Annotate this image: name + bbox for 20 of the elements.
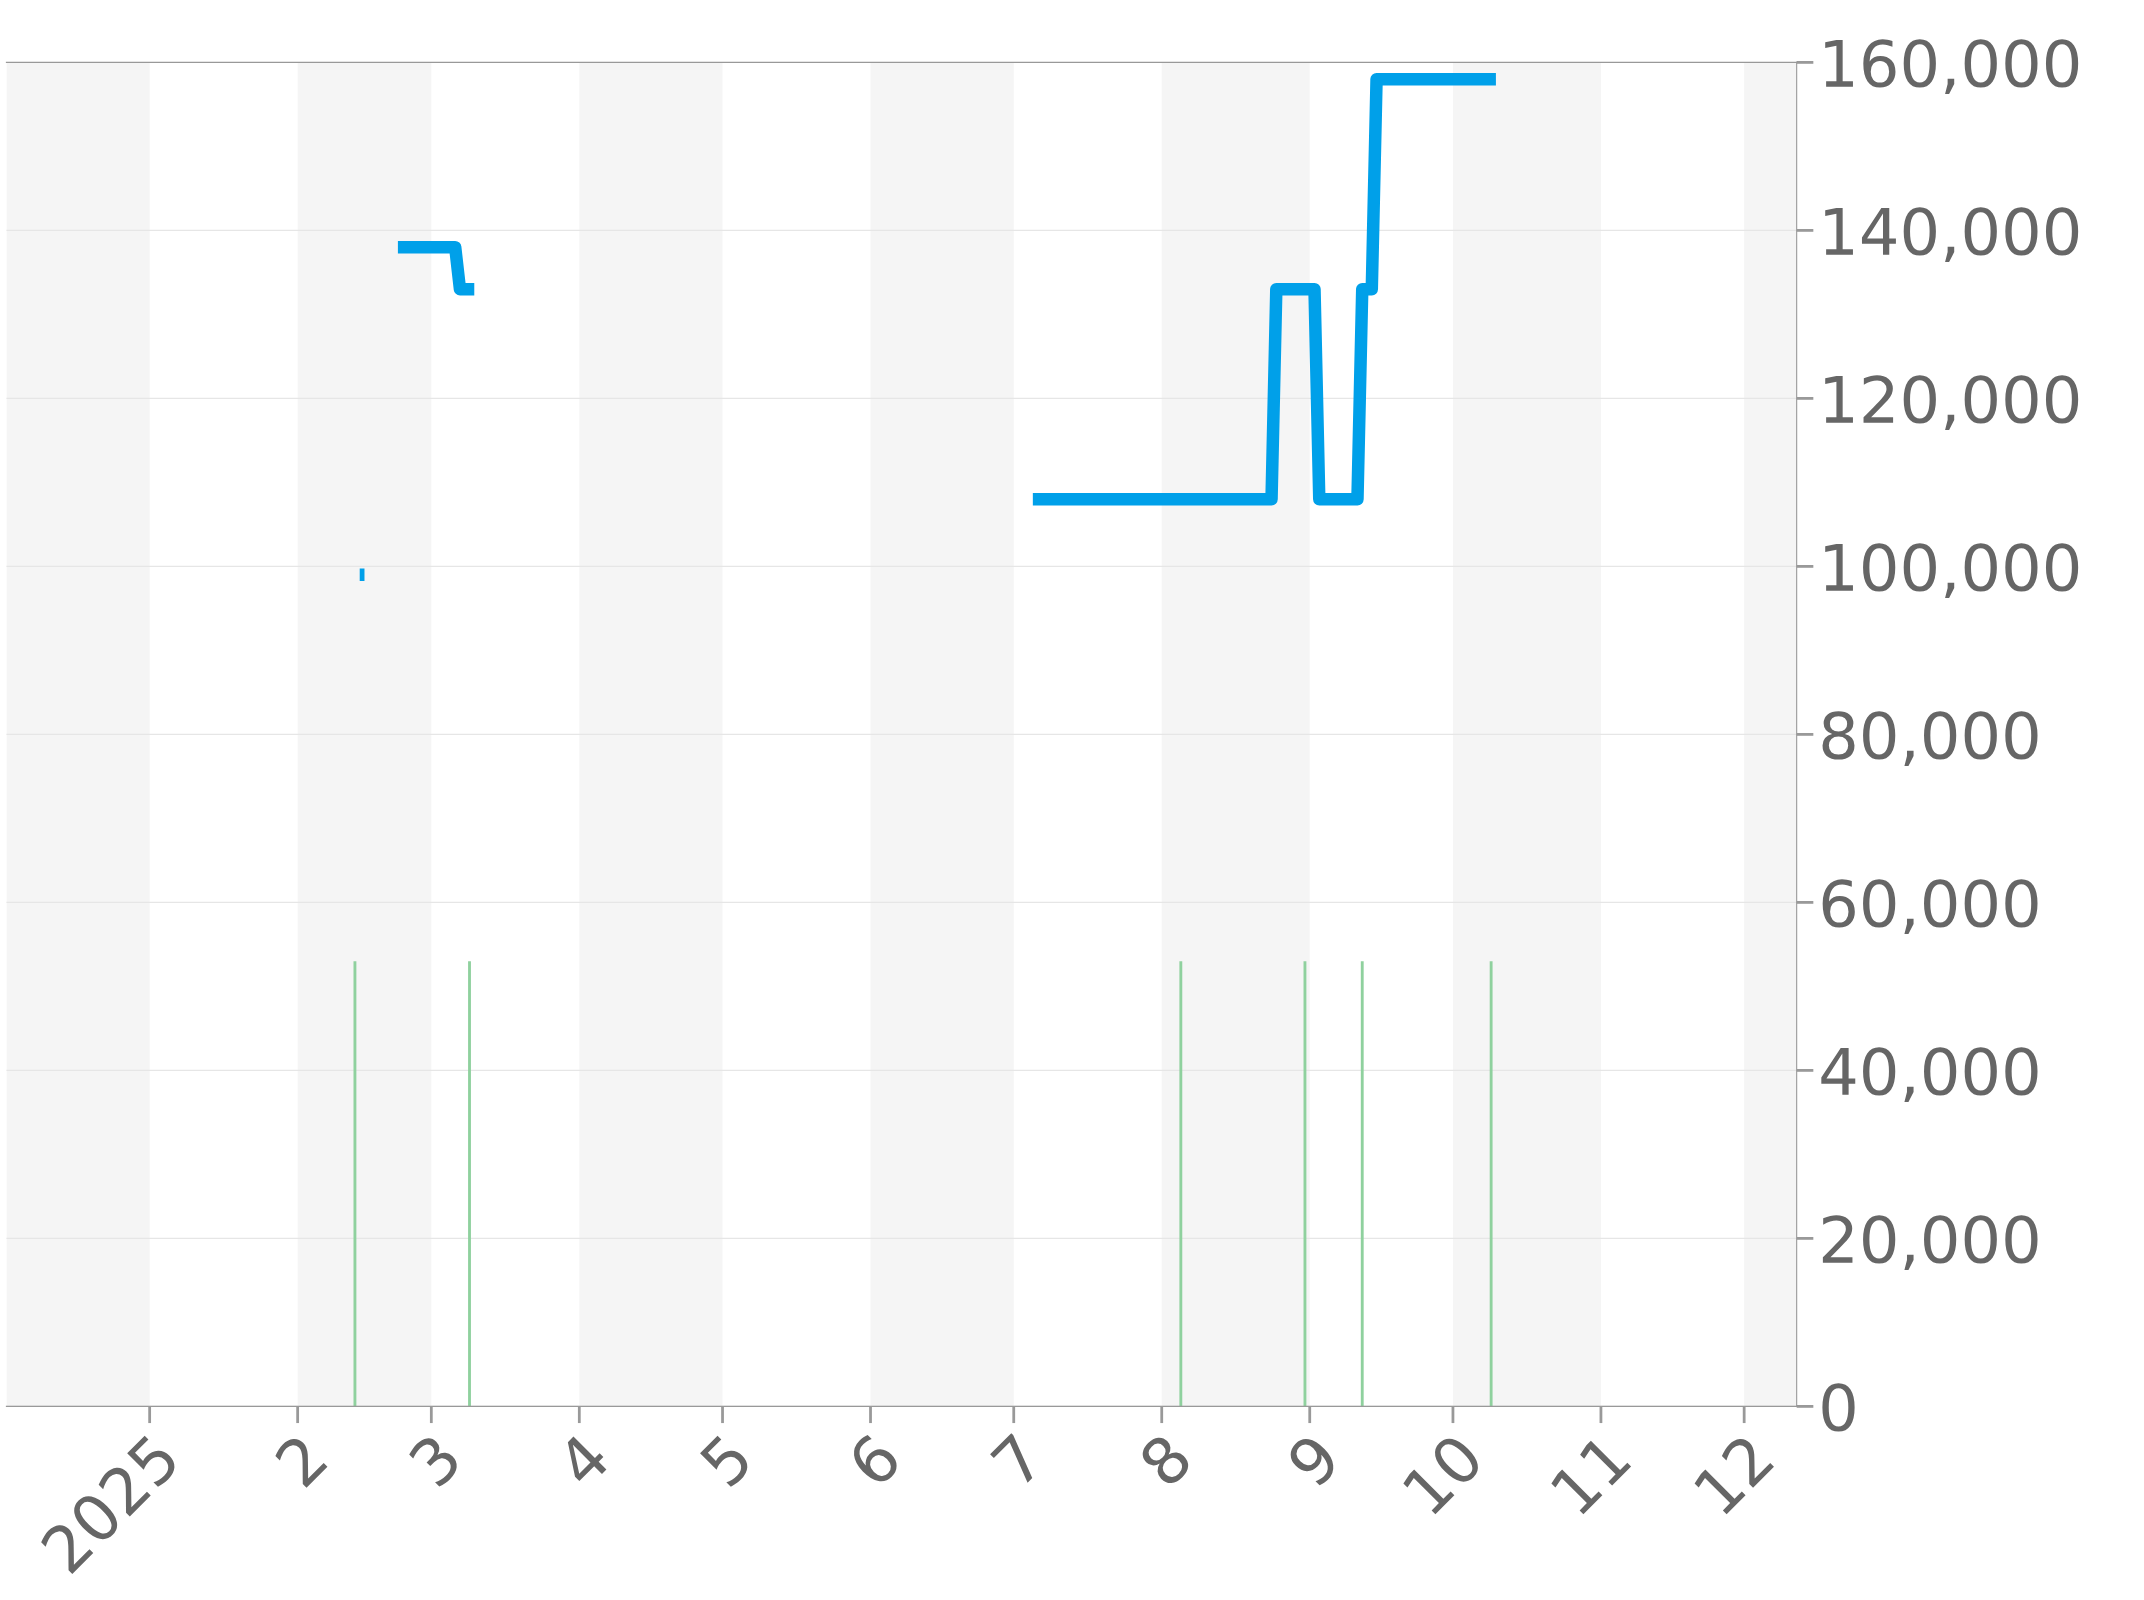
y-tick-label: 80,000	[1822, 711, 2038, 767]
x-tick-label: 11	[1549, 1433, 1632, 1515]
y-tick-label: 140,000	[1825, 207, 2079, 263]
y-tick-label: 40,000	[1821, 1047, 2038, 1103]
y-tick-label: 100,000	[1825, 543, 2079, 599]
y-tick-label: 0	[1822, 1383, 1855, 1432]
x-tick-label: 3	[406, 1432, 463, 1489]
y-tick-label: 160,000	[1825, 39, 2079, 95]
x-tick-label: 8	[1136, 1431, 1194, 1489]
x-tick-label: 9	[1284, 1431, 1342, 1489]
x-tick-label: 7	[990, 1433, 1045, 1488]
x-tick-label: 6	[845, 1431, 903, 1489]
x-tick-label: 5	[698, 1433, 754, 1489]
y-tick-label: 60,000	[1822, 879, 2038, 935]
x-tick-label: 10	[1401, 1431, 1485, 1516]
x-tick-label: 4	[554, 1431, 612, 1489]
y-tick-label: 20,000	[1822, 1215, 2038, 1271]
x-tick-label: 2	[273, 1433, 328, 1488]
x-tick-label: 12	[1692, 1433, 1774, 1515]
y-tick-label: 120,000	[1825, 375, 2079, 431]
